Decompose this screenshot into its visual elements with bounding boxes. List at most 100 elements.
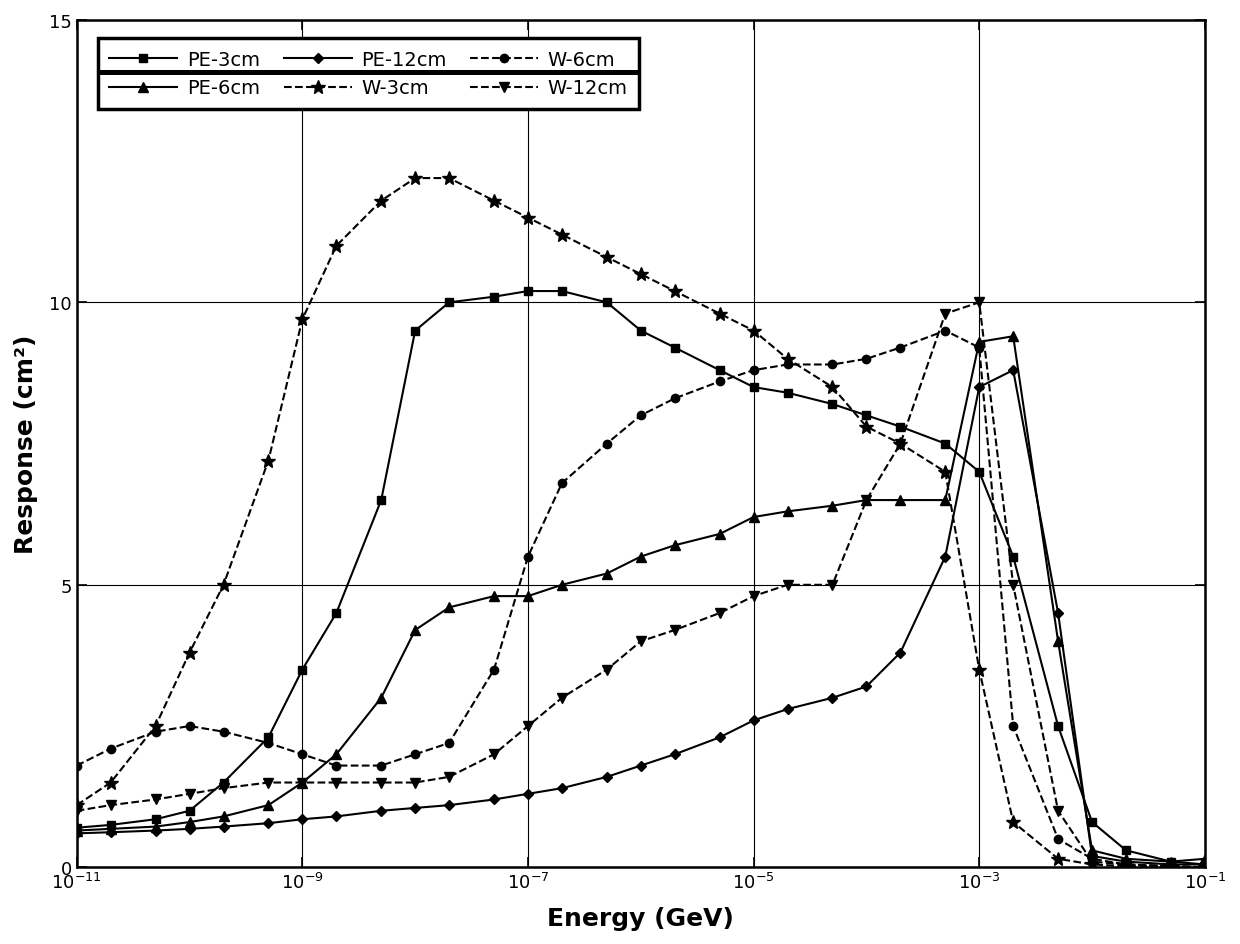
PE-3cm: [103, 819, 118, 831]
W-6cm: [329, 760, 343, 771]
PE-3cm: [69, 822, 84, 834]
PE-12cm: [859, 682, 874, 693]
PE-6cm: [408, 625, 423, 636]
PE-6cm: [182, 817, 197, 828]
X-axis label: Energy (GeV): Energy (GeV): [547, 906, 734, 930]
W-3cm: [667, 286, 682, 297]
PE-3cm: [373, 495, 388, 506]
W-6cm: [216, 726, 231, 737]
W-6cm: [1006, 720, 1021, 732]
W-12cm: [1198, 862, 1213, 873]
PE-3cm: [1050, 720, 1065, 732]
Line: W-3cm: W-3cm: [69, 172, 1211, 874]
W-6cm: [972, 343, 987, 354]
PE-3cm: [182, 805, 197, 817]
PE-3cm: [712, 365, 727, 377]
PE-3cm: [1163, 856, 1178, 868]
PE-3cm: [893, 422, 908, 433]
W-12cm: [521, 720, 536, 732]
PE-3cm: [599, 297, 614, 309]
PE-6cm: [667, 540, 682, 551]
W-6cm: [712, 377, 727, 388]
W-3cm: [441, 173, 456, 184]
W-6cm: [634, 411, 649, 422]
W-6cm: [746, 365, 761, 377]
PE-3cm: [260, 732, 275, 743]
W-6cm: [859, 354, 874, 365]
W-6cm: [667, 394, 682, 405]
PE-12cm: [667, 749, 682, 760]
W-12cm: [599, 665, 614, 676]
PE-6cm: [69, 825, 84, 836]
PE-12cm: [712, 732, 727, 743]
PE-3cm: [486, 292, 501, 303]
PE-3cm: [329, 608, 343, 619]
W-6cm: [1085, 853, 1100, 865]
PE-6cm: [216, 811, 231, 822]
PE-6cm: [373, 692, 388, 703]
W-12cm: [893, 438, 908, 449]
W-3cm: [521, 212, 536, 224]
W-3cm: [1118, 861, 1133, 872]
PE-12cm: [1050, 608, 1065, 619]
PE-3cm: [972, 466, 987, 478]
W-12cm: [1050, 805, 1065, 817]
PE-3cm: [554, 286, 569, 297]
PE-3cm: [859, 411, 874, 422]
W-3cm: [859, 422, 874, 433]
W-6cm: [295, 749, 310, 760]
PE-12cm: [634, 760, 649, 771]
W-3cm: [148, 720, 162, 732]
W-12cm: [441, 771, 456, 783]
W-12cm: [937, 309, 952, 320]
W-3cm: [329, 241, 343, 252]
W-12cm: [329, 777, 343, 788]
W-3cm: [103, 777, 118, 788]
Line: PE-6cm: PE-6cm: [72, 332, 1210, 867]
PE-12cm: [893, 648, 908, 659]
W-6cm: [1163, 861, 1178, 872]
PE-12cm: [408, 802, 423, 814]
PE-12cm: [295, 814, 310, 825]
PE-3cm: [1006, 551, 1021, 563]
PE-6cm: [893, 495, 908, 506]
PE-12cm: [216, 821, 231, 833]
Line: W-6cm: W-6cm: [73, 327, 1209, 871]
PE-6cm: [103, 823, 118, 834]
PE-12cm: [441, 800, 456, 811]
PE-12cm: [1118, 856, 1133, 868]
Y-axis label: Response (cm²): Response (cm²): [14, 334, 38, 554]
PE-6cm: [1006, 331, 1021, 343]
W-3cm: [1163, 861, 1178, 872]
PE-6cm: [1118, 853, 1133, 865]
W-12cm: [373, 777, 388, 788]
W-3cm: [972, 665, 987, 676]
W-6cm: [373, 760, 388, 771]
W-3cm: [1085, 859, 1100, 870]
PE-12cm: [103, 827, 118, 838]
W-6cm: [825, 360, 839, 371]
PE-6cm: [329, 749, 343, 760]
W-6cm: [69, 760, 84, 771]
PE-3cm: [441, 297, 456, 309]
W-12cm: [780, 580, 795, 591]
PE-12cm: [373, 805, 388, 817]
PE-6cm: [780, 506, 795, 517]
W-12cm: [1085, 856, 1100, 868]
W-3cm: [373, 195, 388, 207]
PE-3cm: [634, 326, 649, 337]
W-3cm: [746, 326, 761, 337]
W-3cm: [69, 800, 84, 811]
PE-3cm: [937, 438, 952, 449]
PE-3cm: [780, 388, 795, 399]
W-6cm: [182, 720, 197, 732]
W-6cm: [780, 360, 795, 371]
PE-3cm: [746, 382, 761, 394]
W-3cm: [260, 455, 275, 466]
W-12cm: [486, 749, 501, 760]
W-3cm: [634, 269, 649, 280]
W-3cm: [554, 229, 569, 241]
W-3cm: [182, 648, 197, 659]
PE-12cm: [554, 783, 569, 794]
W-3cm: [599, 252, 614, 263]
